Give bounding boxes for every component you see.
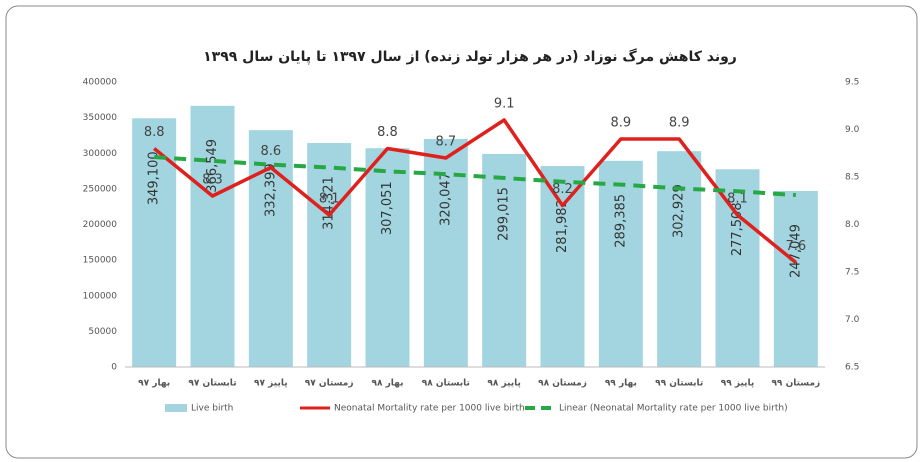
line-value-label: 8.6: [260, 144, 281, 159]
bar-value-label: 366,549: [205, 139, 220, 193]
x-tick-label: تابستان ۹۹: [655, 379, 703, 389]
bar: [190, 105, 235, 368]
x-tick-label: بهار ۹۸: [371, 379, 403, 389]
line: [153, 118, 797, 264]
line-value-label: 8.7: [435, 135, 456, 150]
x-tick-label: تابستان ۹۸: [422, 379, 470, 389]
trend-line: [154, 155, 796, 198]
x-tick-label: بهار ۹۹: [605, 379, 637, 389]
y-tick-label: 100000: [83, 291, 118, 301]
bar: [773, 190, 818, 367]
x-tick-label: پاییز ۹۸: [487, 379, 521, 389]
line-value-label: 8.9: [610, 116, 631, 131]
bar: [307, 143, 352, 367]
y-tick-label: 0: [111, 363, 117, 373]
line-value-label: 8.1: [319, 192, 340, 207]
legend-label: Linear (Neonatal Mortality rate per 1000…: [559, 404, 788, 414]
line-value-label: 8.8: [377, 125, 398, 140]
y2-tick-label: 7.0: [845, 315, 860, 325]
x-tick-label: پاییز ۹۷: [254, 379, 288, 389]
y2-tick-label: 8.5: [845, 173, 859, 183]
x-tick-label: بهار ۹۷: [138, 379, 170, 389]
bar: [482, 153, 527, 367]
line-value-label: 8.1: [727, 192, 748, 207]
bar-value-label: 349,100: [147, 151, 162, 205]
legend-swatch: [165, 404, 187, 412]
bar-value-label: 314,321: [322, 176, 337, 230]
bar: [598, 160, 643, 367]
y-tick-label: 150000: [83, 256, 118, 266]
bar: [657, 151, 702, 367]
line-value-label: 8.9: [669, 116, 690, 131]
legend-label: Live birth: [191, 404, 233, 414]
x-tick-label: پاییز ۹۹: [721, 379, 755, 389]
bar: [540, 166, 585, 367]
bar: [715, 169, 760, 367]
y2-tick-label: 7.5: [845, 268, 859, 278]
bar-value-label: 332,399: [263, 163, 278, 217]
chart-title: روند کاهش مرگ نوزاد (در هر هزار تولد زند…: [203, 48, 737, 65]
bar-value-label: 299,015: [497, 187, 512, 241]
x-tick-label: زمستان ۹۷: [305, 379, 354, 389]
x-tick-label: زمستان ۹۸: [538, 379, 587, 389]
y-tick-label: 250000: [83, 184, 118, 194]
y-tick-label: 350000: [83, 113, 118, 123]
bar-value-label: 247,049: [788, 224, 803, 278]
y2-tick-label: 9.0: [845, 125, 860, 135]
y2-tick-label: 8.0: [845, 220, 860, 230]
y-tick-label: 400000: [83, 78, 118, 88]
y-tick-label: 50000: [88, 327, 117, 337]
bar-value-label: 289,385: [613, 194, 628, 248]
line-value-label: 7.6: [785, 239, 806, 254]
line-value-label: 8.8: [144, 125, 165, 140]
y2-tick-label: 9.5: [845, 78, 859, 88]
bar-value-label: 320,047: [438, 172, 453, 226]
bar: [365, 148, 410, 367]
bar-value-label: 281,982: [555, 199, 570, 253]
y-tick-label: 200000: [83, 220, 118, 230]
y-tick-label: 300000: [83, 149, 118, 159]
bar-value-label: 307,051: [380, 181, 395, 235]
x-tick-label: زمستان ۹۹: [771, 379, 820, 389]
y2-tick-label: 6.5: [845, 363, 859, 373]
line-value-label: 8.3: [202, 173, 223, 188]
bar-value-label: 302,929: [672, 184, 687, 238]
line-value-label: 8.2: [552, 182, 573, 197]
x-tick-label: تابستان ۹۷: [188, 379, 236, 389]
legend-label: Neonatal Mortality rate per 1000 live bi…: [334, 404, 525, 414]
line-value-label: 9.1: [494, 97, 515, 112]
